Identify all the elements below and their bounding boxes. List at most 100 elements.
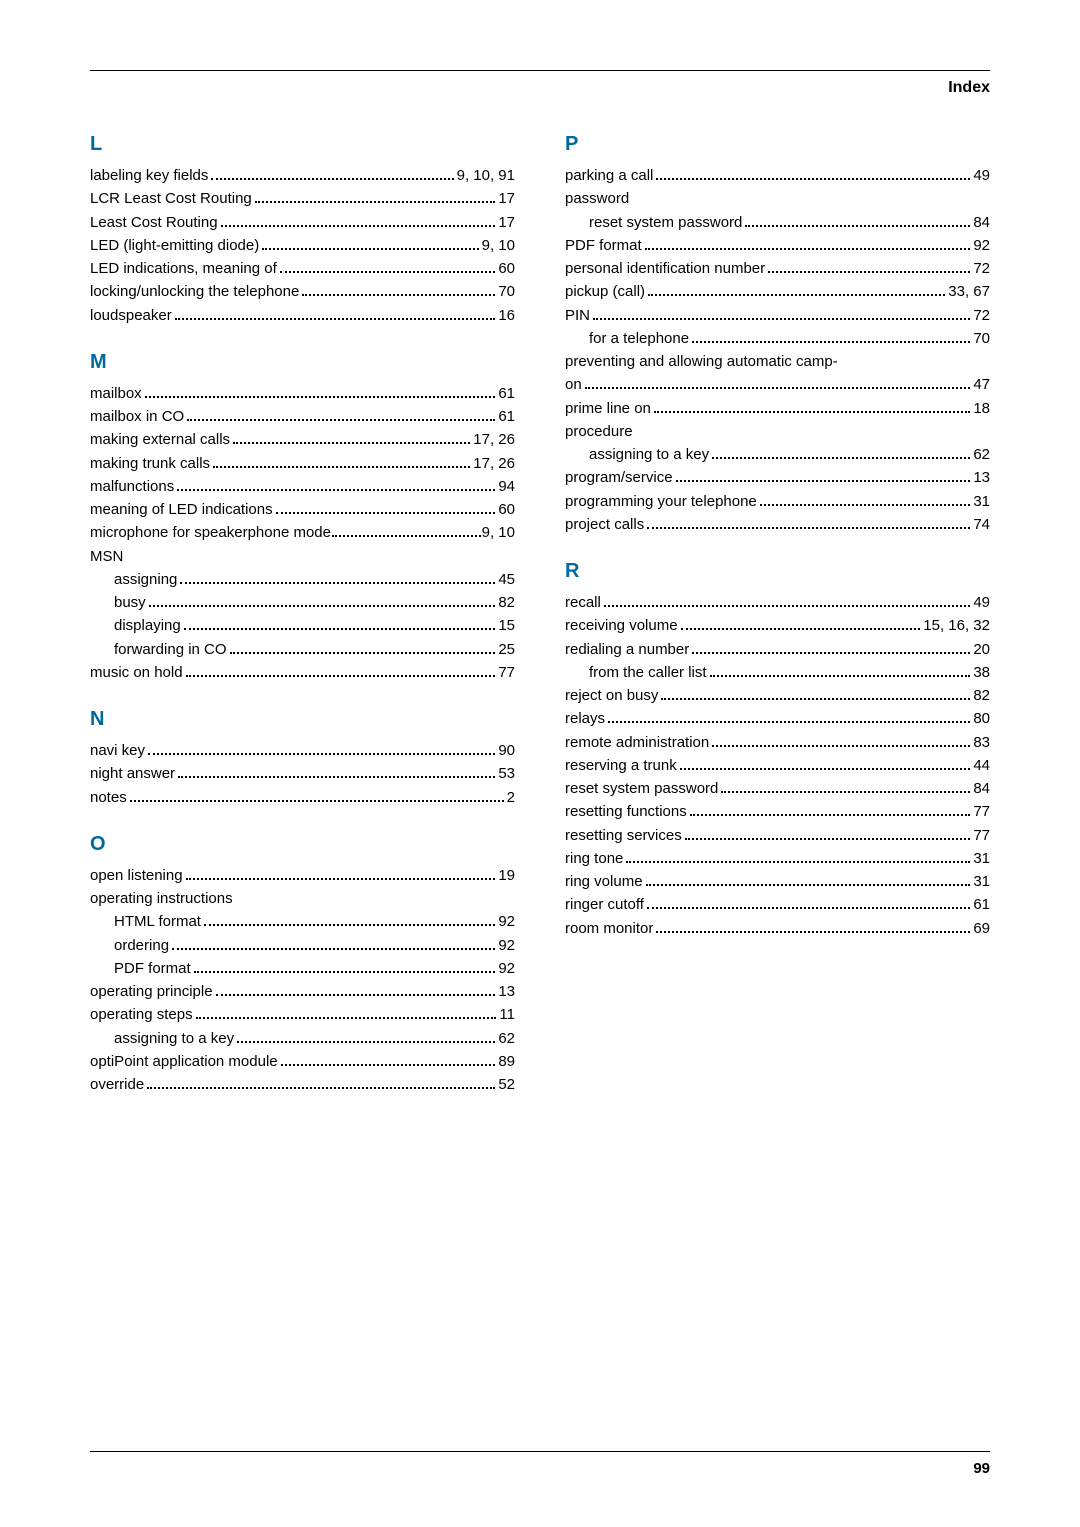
entry-leader-dots: [221, 225, 496, 227]
index-entry: displaying15: [90, 614, 515, 637]
entry-leader-dots: [276, 512, 496, 514]
entry-page: 92: [498, 934, 515, 957]
entry-leader-dots: [712, 457, 970, 459]
entry-page: 60: [498, 498, 515, 521]
index-entry: Least Cost Routing17: [90, 211, 515, 234]
entry-label: meaning of LED indications: [90, 498, 273, 521]
entry-page: 94: [498, 475, 515, 498]
index-entry: ring volume31: [565, 870, 990, 893]
entry-page: 53: [498, 762, 515, 785]
entry-leader-dots: [184, 628, 496, 630]
entry-page: 9, 10, 91: [457, 164, 515, 187]
entry-page: 45: [498, 568, 515, 591]
index-entry: LED (light-emitting diode)9, 10: [90, 234, 515, 257]
entry-leader-dots: [692, 652, 970, 654]
index-entry: assigning to a key62: [90, 1027, 515, 1050]
entry-label: ring volume: [565, 870, 643, 893]
entry-label: receiving volume: [565, 614, 678, 637]
entry-page: 77: [973, 800, 990, 823]
index-entry: from the caller list38: [565, 661, 990, 684]
entry-label: for a telephone: [589, 327, 689, 350]
entry-page: 47: [973, 373, 990, 396]
entry-leader-dots: [187, 419, 495, 421]
index-entry: optiPoint application module 89: [90, 1050, 515, 1073]
index-entry: busy82: [90, 591, 515, 614]
index-entry: pickup (call)33, 67: [565, 280, 990, 303]
entry-label: from the caller list: [589, 661, 707, 684]
entry-leader-dots: [186, 878, 496, 880]
entry-page: 70: [973, 327, 990, 350]
entry-label: assigning to a key: [114, 1027, 234, 1050]
index-entry: LCR Least Cost Routing17: [90, 187, 515, 210]
entry-leader-dots: [178, 776, 495, 778]
entry-leader-dots: [130, 800, 504, 802]
entry-label: ringer cutoff: [565, 893, 644, 916]
section-heading: P: [565, 133, 990, 156]
entry-page: 17, 26: [473, 452, 515, 475]
entry-leader-dots: [262, 248, 478, 250]
entry-page: 2: [507, 786, 515, 809]
entry-leader-dots: [656, 931, 970, 933]
entry-label: password: [565, 187, 629, 210]
index-entry: ring tone31: [565, 847, 990, 870]
entry-page: 92: [973, 234, 990, 257]
index-entry: password: [565, 187, 990, 210]
index-entry: receiving volume15, 16, 32: [565, 614, 990, 637]
index-entry: redialing a number20: [565, 638, 990, 661]
page-number: 99: [973, 1460, 990, 1477]
entry-leader-dots: [760, 504, 971, 506]
entry-page: 61: [498, 405, 515, 428]
entry-label: reject on busy: [565, 684, 658, 707]
entry-label: locking/unlocking the telephone: [90, 280, 299, 303]
entry-page: 25: [498, 638, 515, 661]
entry-page: 72: [973, 304, 990, 327]
index-entry: open listening19: [90, 864, 515, 887]
entry-label: relays: [565, 707, 605, 730]
entry-label: making trunk calls: [90, 452, 210, 475]
entry-page: 89: [498, 1050, 515, 1073]
index-entry: reserving a trunk44: [565, 754, 990, 777]
entry-label: mailbox: [90, 382, 142, 405]
entry-label: programming your telephone: [565, 490, 757, 513]
entry-page: 77: [973, 824, 990, 847]
index-entry: PDF format92: [90, 957, 515, 980]
entry-leader-dots: [147, 1087, 495, 1089]
entry-page: 90: [498, 739, 515, 762]
entry-leader-dots: [721, 791, 970, 793]
entry-page: 62: [973, 443, 990, 466]
entry-label: reset system password: [589, 211, 742, 234]
index-entry: forwarding in CO25: [90, 638, 515, 661]
entry-page: 60: [498, 257, 515, 280]
entry-label: labeling key fields: [90, 164, 208, 187]
entry-leader-dots: [608, 721, 970, 723]
entry-label: operating steps: [90, 1003, 193, 1026]
entry-label: parking a call: [565, 164, 653, 187]
entry-label: making external calls: [90, 428, 230, 451]
index-entry: making trunk calls 17, 26: [90, 452, 515, 475]
entry-label: loudspeaker: [90, 304, 172, 327]
entry-label: displaying: [114, 614, 181, 637]
entry-page: 17: [498, 211, 515, 234]
entry-label: PDF format: [114, 957, 191, 980]
entry-label: notes: [90, 786, 127, 809]
entry-leader-dots: [745, 225, 970, 227]
entry-label: override: [90, 1073, 144, 1096]
entry-label: ring tone: [565, 847, 623, 870]
index-entry: night answer53: [90, 762, 515, 785]
entry-label: optiPoint application module: [90, 1050, 278, 1073]
entry-leader-dots: [213, 466, 470, 468]
index-entry: music on hold77: [90, 661, 515, 684]
entry-label: ordering: [114, 934, 169, 957]
entry-page: 74: [973, 513, 990, 536]
entry-leader-dots: [148, 753, 495, 755]
entry-label: procedure: [565, 420, 633, 443]
entry-page: 13: [498, 980, 515, 1003]
index-entry: HTML format92: [90, 910, 515, 933]
index-entry: recall49: [565, 591, 990, 614]
entry-page: 33, 67: [948, 280, 990, 303]
entry-page: 20: [973, 638, 990, 661]
entry-leader-dots: [175, 318, 496, 320]
entry-label: open listening: [90, 864, 183, 887]
index-entry: notes 2: [90, 786, 515, 809]
index-entry: labeling key fields 9, 10, 91: [90, 164, 515, 187]
